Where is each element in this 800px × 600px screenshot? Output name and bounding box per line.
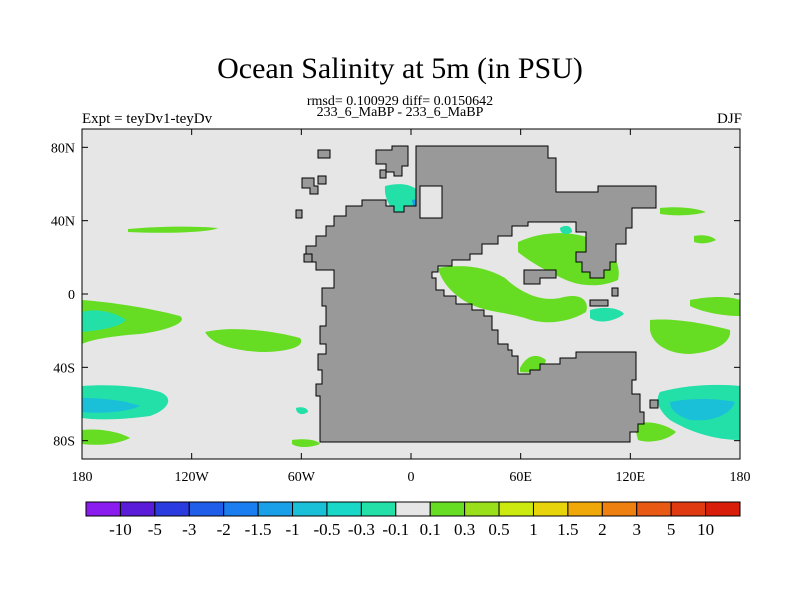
- anomaly-green-indian: [438, 266, 587, 323]
- colorbar-label: 3: [632, 520, 641, 539]
- land-island-4: [295, 209, 303, 219]
- land-island-2: [301, 177, 319, 195]
- x-tick-label: 60W: [288, 470, 316, 485]
- x-tick-label: 180: [730, 470, 751, 485]
- map-plot-area: [81, 128, 741, 460]
- x-tick-label: 180: [72, 470, 93, 485]
- colorbar-swatch: [360, 501, 397, 517]
- anomaly-green-west-pacific: [82, 300, 182, 344]
- colorbar-label: -1: [285, 520, 299, 539]
- colorbar-swatch: [223, 501, 259, 517]
- axes: 180 120W 60W 0 60E 120E 180 80N 40N 0 40S 80S: [51, 129, 751, 485]
- colorbar-swatch: [498, 501, 534, 517]
- anomaly-green-nw-pacific: [694, 235, 716, 244]
- colorbar-label: -1.5: [245, 520, 272, 539]
- experiment-center-label: 233_6_MaBP - 233_6_MaBP: [316, 105, 484, 120]
- land-greenland: [375, 145, 409, 177]
- colorbar-swatch: [567, 501, 603, 517]
- colorbar-swatch: [601, 501, 638, 517]
- y-tick-label: 80S: [53, 435, 75, 450]
- anomaly-cyan-small-1: [296, 407, 308, 415]
- x-tick-label: 0: [408, 470, 415, 485]
- colorbar-label: 5: [667, 520, 676, 539]
- colorbar-swatch: [670, 501, 707, 517]
- season-label: DJF: [716, 111, 742, 127]
- colorbar-label: -0.5: [313, 520, 340, 539]
- colorbar-label: 0.1: [420, 520, 441, 539]
- colorbar-label: 1.5: [557, 520, 578, 539]
- x-tick-label: 120W: [175, 470, 210, 485]
- land-island-9: [649, 399, 659, 409]
- colorbar-swatch: [705, 501, 741, 517]
- anomaly-green-east-pacific-2: [690, 297, 740, 316]
- anomaly-green-south-atl: [292, 439, 320, 447]
- colorbar-swatch: [257, 501, 294, 517]
- anomaly-green-east-pacific: [650, 319, 731, 354]
- y-tick-label: 80N: [51, 141, 75, 156]
- land-island-5: [379, 169, 387, 179]
- land-island-3: [317, 175, 327, 185]
- y-tick-label: 40N: [51, 215, 75, 230]
- anomaly-green-central-pacific: [205, 329, 302, 352]
- land-island-10: [523, 269, 557, 285]
- colorbar-swatch: [85, 501, 121, 517]
- colorbar-label: 10: [697, 520, 714, 539]
- colorbar-label: -5: [148, 520, 162, 539]
- anomaly-fills: [82, 184, 740, 447]
- land-island-6: [589, 299, 609, 307]
- anomaly-blue-east-pacific-south: [670, 399, 735, 421]
- anomaly-green-south-pacific: [82, 429, 130, 445]
- chart-title: Ocean Salinity at 5m (in PSU): [217, 52, 583, 85]
- colorbar-label: -0.1: [382, 520, 409, 539]
- y-tick-label: 0: [68, 288, 75, 303]
- experiment-left-label: Expt = teyDv1-teyDv: [82, 111, 213, 127]
- y-tick-label: 40S: [53, 361, 75, 376]
- stats-line: rmsd= 0.100929 diff= 0.0150642: [306, 94, 494, 109]
- colorbar-label: 0.5: [488, 520, 509, 539]
- colorbar-label: -2: [217, 520, 231, 539]
- colorbar-swatch: [188, 501, 225, 517]
- land-masses: [295, 145, 659, 443]
- anomaly-green-north-pacific: [128, 226, 218, 233]
- land-europe-island: [419, 185, 443, 219]
- land-island-7: [611, 287, 619, 297]
- colorbar-label: 2: [598, 520, 607, 539]
- colorbar: -10 -5 -3 -2 -1.5 -1 -0.5 -0.3 -0.1 0.1 0.3 0.5 1 1.5…: [85, 501, 741, 539]
- land-main-continent: [305, 145, 657, 443]
- x-tick-label: 60E: [509, 470, 532, 485]
- colorbar-label: 0.3: [454, 520, 475, 539]
- anomaly-green-north-east: [660, 207, 706, 216]
- anomaly-cyan-small-2: [560, 225, 572, 235]
- colorbar-swatch: [292, 501, 328, 517]
- colorbar-swatch: [154, 501, 190, 517]
- colorbar-swatch: [326, 501, 362, 517]
- anomaly-cyan-southeast: [590, 307, 624, 322]
- colorbar-label: 1: [529, 520, 538, 539]
- land-island-8: [303, 253, 313, 263]
- colorbar-swatch: [429, 501, 466, 517]
- colorbar-swatch: [636, 501, 672, 517]
- anomaly-green-southwest-pac: [634, 422, 676, 442]
- colorbar-label: -10: [109, 520, 132, 539]
- colorbar-label: -0.3: [348, 520, 375, 539]
- x-tick-label: 120E: [616, 470, 646, 485]
- colorbar-swatch: [532, 501, 569, 517]
- anomaly-cyan-southern-2: [82, 398, 140, 413]
- land-island-1: [317, 149, 331, 159]
- colorbar-label: -3: [182, 520, 196, 539]
- colorbar-swatch: [395, 501, 431, 517]
- colorbar-swatch: [119, 501, 156, 517]
- anomaly-cyan-west-pacific: [82, 310, 126, 332]
- colorbar-swatch: [464, 501, 500, 517]
